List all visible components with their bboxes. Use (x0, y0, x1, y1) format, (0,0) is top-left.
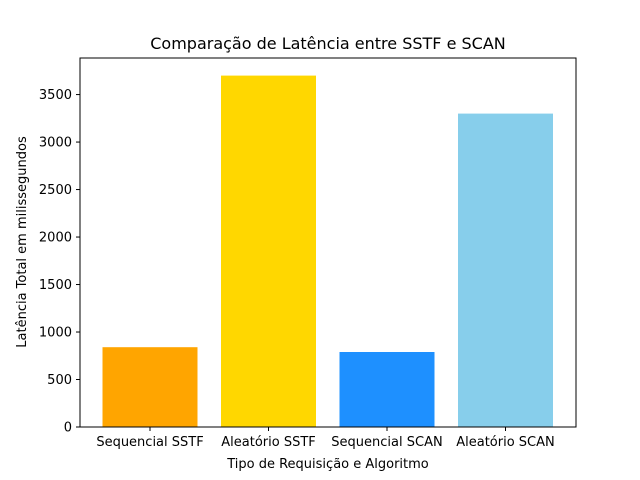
y-tick-label: 0 (64, 421, 72, 436)
y-tick-label: 500 (47, 373, 72, 388)
y-tick-label: 3000 (39, 136, 72, 151)
x-tick-label: Sequencial SCAN (331, 435, 442, 450)
y-tick-label: 2000 (39, 231, 72, 246)
chart-title: Comparação de Latência entre SSTF e SCAN (150, 34, 506, 53)
x-axis-label: Tipo de Requisição e Algoritmo (226, 457, 429, 472)
y-axis-label: Latência Total em milissegundos (15, 136, 30, 348)
bar-2 (221, 75, 316, 427)
y-tick-label: 1500 (39, 278, 72, 293)
y-axis-ticks: 0 500 1000 1500 2000 2500 3000 3500 (39, 88, 80, 436)
y-tick-label: 2500 (39, 183, 72, 198)
x-tick-label: Sequencial SSTF (96, 435, 203, 450)
plot-frame (79, 57, 577, 428)
bar-4 (458, 113, 553, 427)
bar-1 (102, 347, 198, 427)
y-tick-label: 3500 (39, 88, 72, 103)
bars-group (102, 75, 553, 427)
x-tick-label: Aleatório SCAN (456, 435, 555, 450)
y-tick-label: 1000 (39, 326, 72, 341)
bar-3 (339, 352, 435, 427)
x-axis-ticks: Sequencial SSTF Aleatório SSTF Sequencial … (96, 427, 555, 450)
x-tick-label: Aleatório SSTF (221, 435, 316, 450)
